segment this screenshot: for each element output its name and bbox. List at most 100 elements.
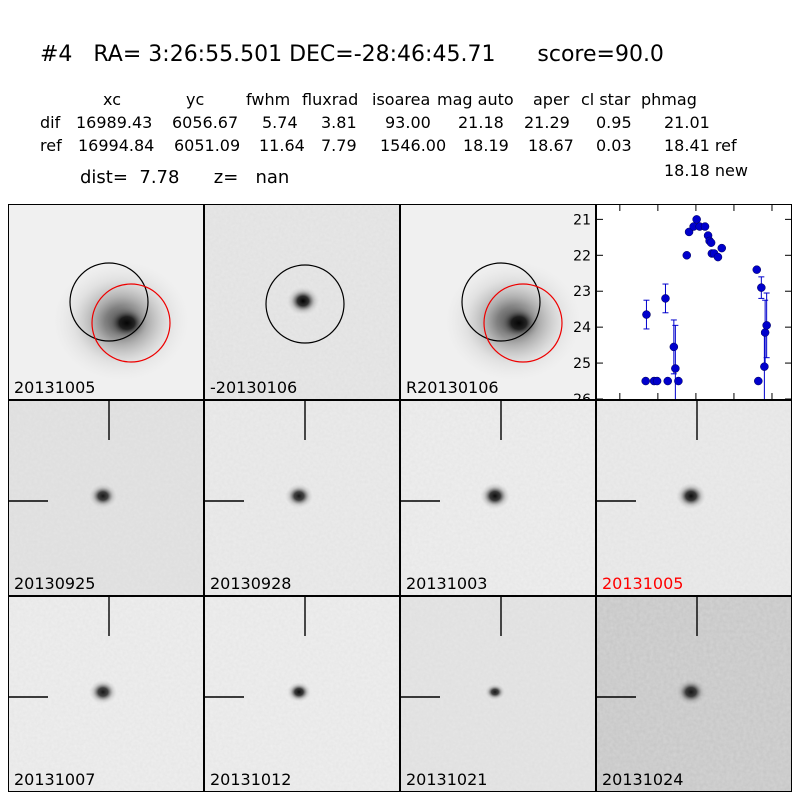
cell-mag-auto: 21.18 [458,113,504,132]
cell-mag-auto: 18.19 [463,136,509,155]
epoch-date-label: 20131021 [406,770,488,789]
y-tick-label: 25 [573,356,591,372]
col-mag-auto: mag auto [437,90,514,109]
ref-row: ref 16994.84 6051.09 11.64 7.79 1546.00 … [40,136,760,156]
y-tick-label: 22 [573,248,591,264]
cell-yc: 6056.67 [172,113,239,132]
epoch-date-label: 20131007 [14,770,96,789]
cell-aper: 21.29 [524,113,570,132]
col-fluxrad: fluxrad [302,90,359,109]
cell-isoarea: 93.00 [385,113,431,132]
cell-phmag: 21.01 [664,113,710,132]
epoch-date-label: 20130925 [14,574,96,593]
epoch-date-label: 20130928 [210,574,292,593]
data-point [754,376,763,386]
epoch-cutout-panel[interactable]: 20131012 [204,596,400,792]
col-cl-star: cl star [581,90,631,109]
host-circle-red [91,283,171,363]
epoch-cutout-panel[interactable]: 20131021 [400,596,596,792]
detection-circle-black [265,264,345,344]
data-point [713,252,723,262]
y-tick-label: 24 [573,320,591,336]
epoch-date-label: 20131005 [602,574,684,593]
host-circle-red [483,283,563,363]
col-phmag: phmag [641,90,697,109]
data-point [663,376,673,386]
data-point [641,376,650,386]
epoch-cutout-panel[interactable]: 20130928 [204,400,400,596]
epoch-date-label: 20131024 [602,770,684,789]
epoch-cutout-panel[interactable]: 20131024 [596,596,792,792]
data-point [717,243,727,253]
epoch-cutout-panel[interactable]: 20131005 [596,400,792,596]
data-point [652,376,662,386]
candidate-title: #4 RA= 3:26:55.501 DEC=-28:46:45.71 scor… [40,42,664,67]
transient-source [89,484,117,508]
data-point [669,342,679,352]
cell-fwhm: 5.74 [262,113,298,132]
epoch-cutout-panel[interactable]: 20131007 [8,596,204,792]
col-fwhm: fwhm [246,90,291,109]
epoch-cutout-image [9,401,203,595]
epoch-cutout-image [401,401,595,595]
epoch-cutout-image [205,597,399,791]
data-point [752,265,762,274]
data-point [642,310,651,319]
transient-source [485,684,505,700]
cell-cl-star: 0.95 [596,113,632,132]
epoch-cutout-image [205,401,399,595]
column-header-row: xc yc fwhm fluxrad isoarea mag auto aper… [40,90,760,110]
new-image-panel[interactable]: 20131005 [8,204,204,400]
panel-date-label: 20131005 [14,378,96,397]
epoch-cutout-panel[interactable]: 20130925 [8,400,204,596]
data-point [661,294,670,303]
reference-image-cutout [401,205,595,399]
data-point [674,376,683,386]
epoch-date-label: 20131003 [406,574,488,593]
epoch-cutout-panel[interactable]: 20131003 [400,400,596,596]
cell-fluxrad: 7.79 [321,136,357,155]
data-point [682,251,692,260]
data-point [706,238,716,247]
epoch-cutout-image [9,597,203,791]
cell-xc: 16989.43 [76,113,153,132]
epoch-date-label: 20131012 [210,770,292,789]
transient-source [285,484,313,508]
epoch-cutout-image [597,597,791,791]
transient-source [480,483,510,509]
panel-date-label: -20130106 [210,378,298,397]
detection-circle-black [69,262,149,342]
col-isoarea: isoarea [372,90,431,109]
transient-source [89,680,117,704]
cell-fluxrad: 3.81 [321,113,357,132]
cell-aper: 18.67 [528,136,574,155]
epoch-cutout-image [597,401,791,595]
data-point [760,328,770,337]
cell-cl-star: 0.03 [596,136,632,155]
data-point [671,364,680,373]
transient-source [676,679,706,705]
y-tick-label: 21 [573,212,591,228]
difference-image-cutout [205,205,399,399]
col-xc: xc [103,90,121,109]
transient-source [287,682,311,702]
new-image-cutout [9,205,203,399]
dif-row: dif 16989.43 6056.67 5.74 3.81 93.00 21.… [40,113,760,133]
cell-fwhm: 11.64 [259,136,305,155]
y-tick-label: 23 [573,284,591,300]
data-point [760,362,769,371]
data-point [692,215,701,224]
cell-yc: 6051.09 [174,136,241,155]
distance-redshift-line: dist= 7.78 z= nan [80,167,290,188]
epoch-cutout-image [401,597,595,791]
detection-circle-black [461,262,541,342]
cell-phmag: 18.41 ref [664,136,737,155]
row-label: dif [40,113,61,132]
cell-xc: 16994.84 [78,136,155,155]
transient-source [676,483,706,509]
difference-image-panel[interactable]: -20130106 [204,204,400,400]
data-point [762,321,771,330]
reference-image-panel[interactable]: R20130106 [400,204,596,400]
